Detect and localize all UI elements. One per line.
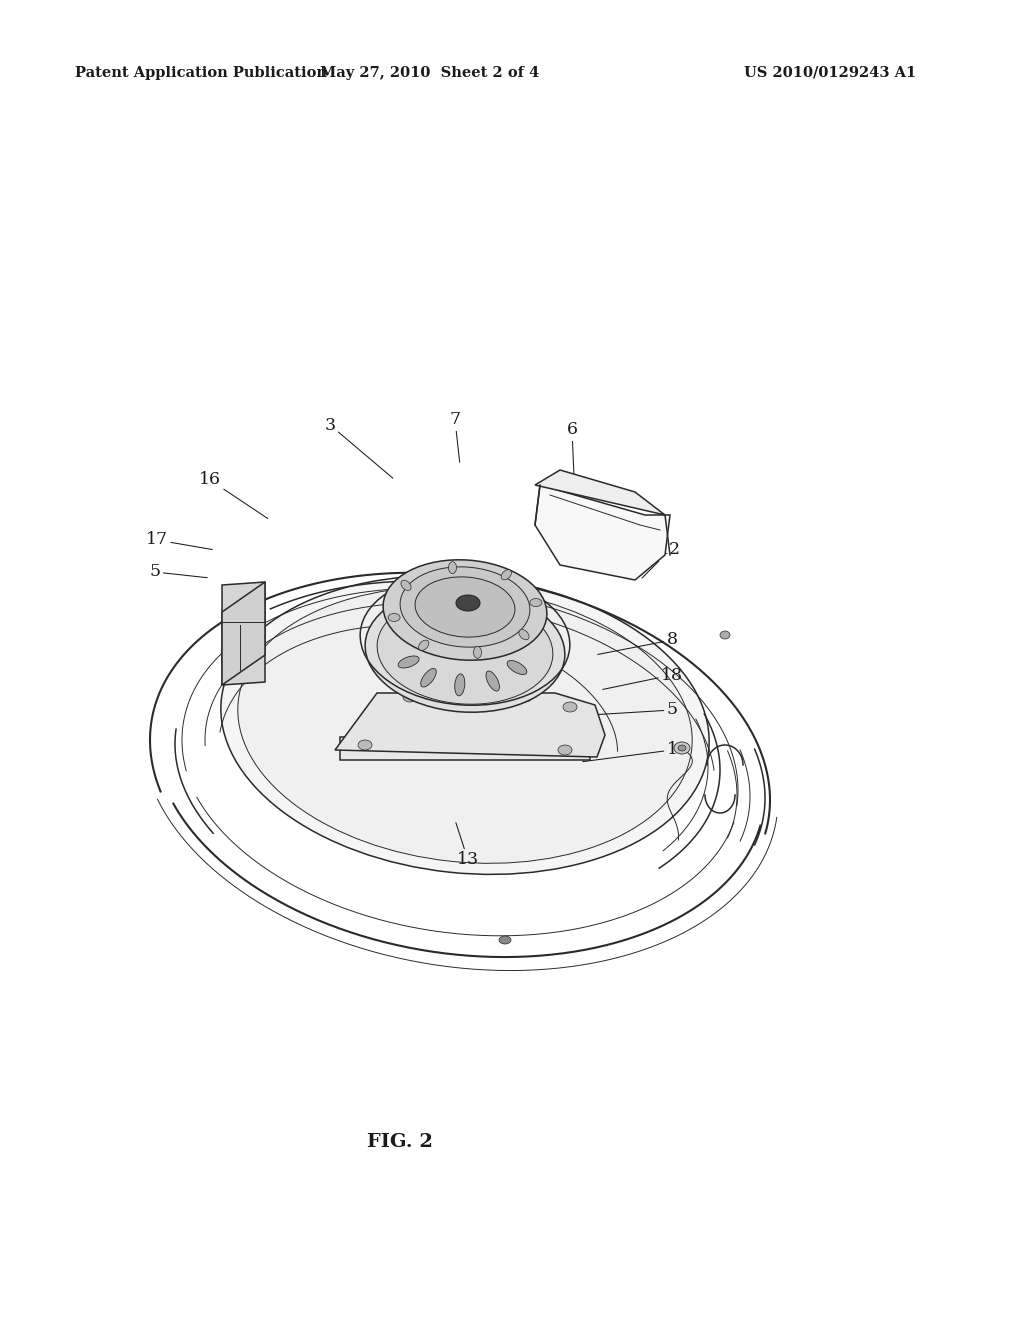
Text: FIG. 2: FIG. 2 xyxy=(367,1133,433,1151)
Text: 17: 17 xyxy=(146,532,212,549)
Ellipse shape xyxy=(501,570,511,579)
Ellipse shape xyxy=(519,630,529,640)
Ellipse shape xyxy=(388,614,400,622)
Ellipse shape xyxy=(563,702,577,711)
Ellipse shape xyxy=(419,640,429,651)
Text: May 27, 2010  Sheet 2 of 4: May 27, 2010 Sheet 2 of 4 xyxy=(321,66,540,79)
Text: 5: 5 xyxy=(150,564,207,581)
Text: 5: 5 xyxy=(593,701,678,718)
Ellipse shape xyxy=(401,581,411,590)
Ellipse shape xyxy=(421,668,436,686)
Ellipse shape xyxy=(499,936,511,944)
Ellipse shape xyxy=(456,595,480,611)
Polygon shape xyxy=(535,484,670,579)
Ellipse shape xyxy=(377,595,553,704)
Ellipse shape xyxy=(473,647,481,659)
Ellipse shape xyxy=(383,560,547,660)
Polygon shape xyxy=(222,582,265,685)
Ellipse shape xyxy=(507,660,526,675)
Ellipse shape xyxy=(415,577,515,638)
Ellipse shape xyxy=(529,598,542,606)
Ellipse shape xyxy=(455,675,465,696)
Polygon shape xyxy=(335,693,605,756)
Ellipse shape xyxy=(221,576,710,874)
Ellipse shape xyxy=(558,744,572,755)
Text: 1: 1 xyxy=(583,742,678,762)
Text: 7: 7 xyxy=(450,412,461,462)
Polygon shape xyxy=(535,470,665,515)
Ellipse shape xyxy=(486,671,500,692)
Text: 3: 3 xyxy=(325,417,393,478)
Polygon shape xyxy=(222,582,265,685)
Text: 12: 12 xyxy=(642,541,681,578)
Text: 6: 6 xyxy=(566,421,578,498)
Ellipse shape xyxy=(400,566,529,647)
Ellipse shape xyxy=(398,656,419,668)
Text: US 2010/0129243 A1: US 2010/0129243 A1 xyxy=(743,66,916,79)
Ellipse shape xyxy=(358,741,372,750)
Text: 18: 18 xyxy=(603,667,683,689)
Text: 13: 13 xyxy=(456,822,479,869)
Polygon shape xyxy=(340,737,590,760)
Ellipse shape xyxy=(518,692,532,702)
Ellipse shape xyxy=(720,631,730,639)
Ellipse shape xyxy=(678,744,686,751)
Ellipse shape xyxy=(238,586,692,863)
Text: 16: 16 xyxy=(199,471,267,519)
Ellipse shape xyxy=(449,561,457,574)
Text: Patent Application Publication: Patent Application Publication xyxy=(75,66,327,79)
Ellipse shape xyxy=(403,692,417,702)
Ellipse shape xyxy=(674,742,690,754)
Ellipse shape xyxy=(366,587,565,713)
Text: 8: 8 xyxy=(598,631,678,655)
